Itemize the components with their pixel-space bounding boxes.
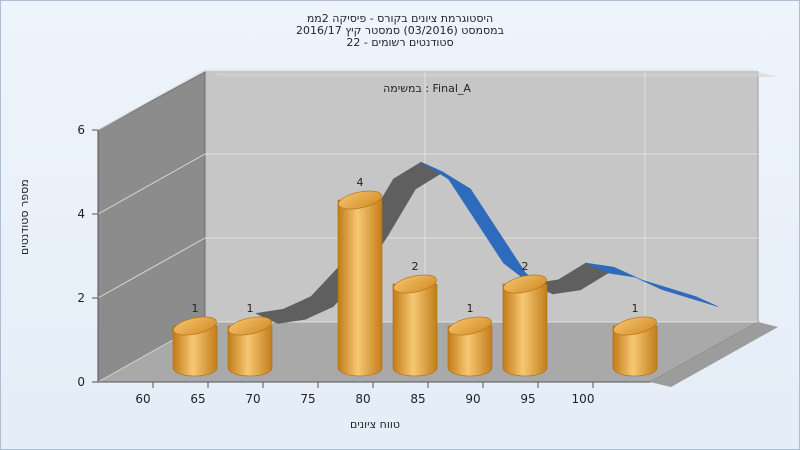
bar-cap — [393, 274, 437, 294]
y-tick-label: 6 — [77, 123, 85, 137]
back-wall — [204, 71, 759, 323]
x-tick-label: 80 — [355, 392, 370, 406]
bar-body — [392, 283, 438, 377]
x-tick-label: 100 — [572, 392, 595, 406]
bar-cap — [228, 316, 272, 336]
chart-title-line-3: סטודנטים רשומים - 22 — [346, 36, 454, 49]
chart-title-line-2: במסמסט (03/2016) סמסטר קיץ 2016/17 — [296, 24, 504, 37]
bar-body — [502, 283, 548, 377]
chart-title-line-1: היסטוגרמת ציונים בקורס - פיסיקה 2ממ — [306, 12, 494, 25]
x-tick-label: 95 — [520, 392, 535, 406]
y-tick-label: 2 — [77, 291, 85, 305]
bars: 1 1 4 2 1 2 1 — [172, 176, 658, 377]
right-ledge — [650, 322, 778, 387]
bar-body — [447, 325, 493, 377]
bar-cap — [338, 190, 382, 210]
bar-value-label: 1 — [247, 302, 254, 315]
bar-value-label: 4 — [357, 176, 364, 189]
bar: 4 — [337, 176, 383, 377]
curve-segment — [668, 287, 719, 307]
x-tick-label: 85 — [410, 392, 425, 406]
bar: 1 — [447, 302, 493, 377]
x-tick-label: 65 — [190, 392, 205, 406]
x-tick-label: 90 — [465, 392, 480, 406]
x-tick-label: 75 — [300, 392, 315, 406]
bar-cap — [448, 316, 492, 336]
bar-value-label: 1 — [192, 302, 199, 315]
y-gridline-side — [97, 153, 206, 215]
y-axis-title: מספר סטודנטים — [18, 179, 31, 255]
x-tick-label: 60 — [135, 392, 150, 406]
y-tick-label: 4 — [77, 207, 85, 221]
x-tick-label: 70 — [245, 392, 260, 406]
bar: 2 — [392, 260, 438, 377]
bar-body — [227, 325, 273, 377]
bar: 1 — [172, 302, 218, 377]
y-gridline-side — [97, 69, 206, 131]
bar-value-label: 2 — [412, 260, 419, 273]
bar-body — [337, 199, 383, 377]
bar-value-label: 1 — [467, 302, 474, 315]
bar: 2 — [502, 260, 548, 377]
bar: 1 — [612, 302, 658, 377]
bar-cap — [613, 316, 657, 336]
bar-value-label: 1 — [632, 302, 639, 315]
x-axis-title: טווח ציונים — [350, 418, 400, 431]
axis-ticks: 0 2 4 6 60 65 70 75 80 85 90 95 100 — [77, 123, 594, 406]
y-gridline-side — [97, 237, 206, 299]
top-ledge — [205, 72, 778, 77]
y-tick-label: 0 — [77, 375, 85, 389]
bar-cap — [173, 316, 217, 336]
bar-body — [612, 325, 658, 377]
bar-value-label: 2 — [522, 260, 529, 273]
bar-body — [172, 325, 218, 377]
bar: 1 — [227, 302, 273, 377]
chart-subtitle: במשימה : Final_A — [383, 82, 471, 95]
bar-cap — [503, 274, 547, 294]
